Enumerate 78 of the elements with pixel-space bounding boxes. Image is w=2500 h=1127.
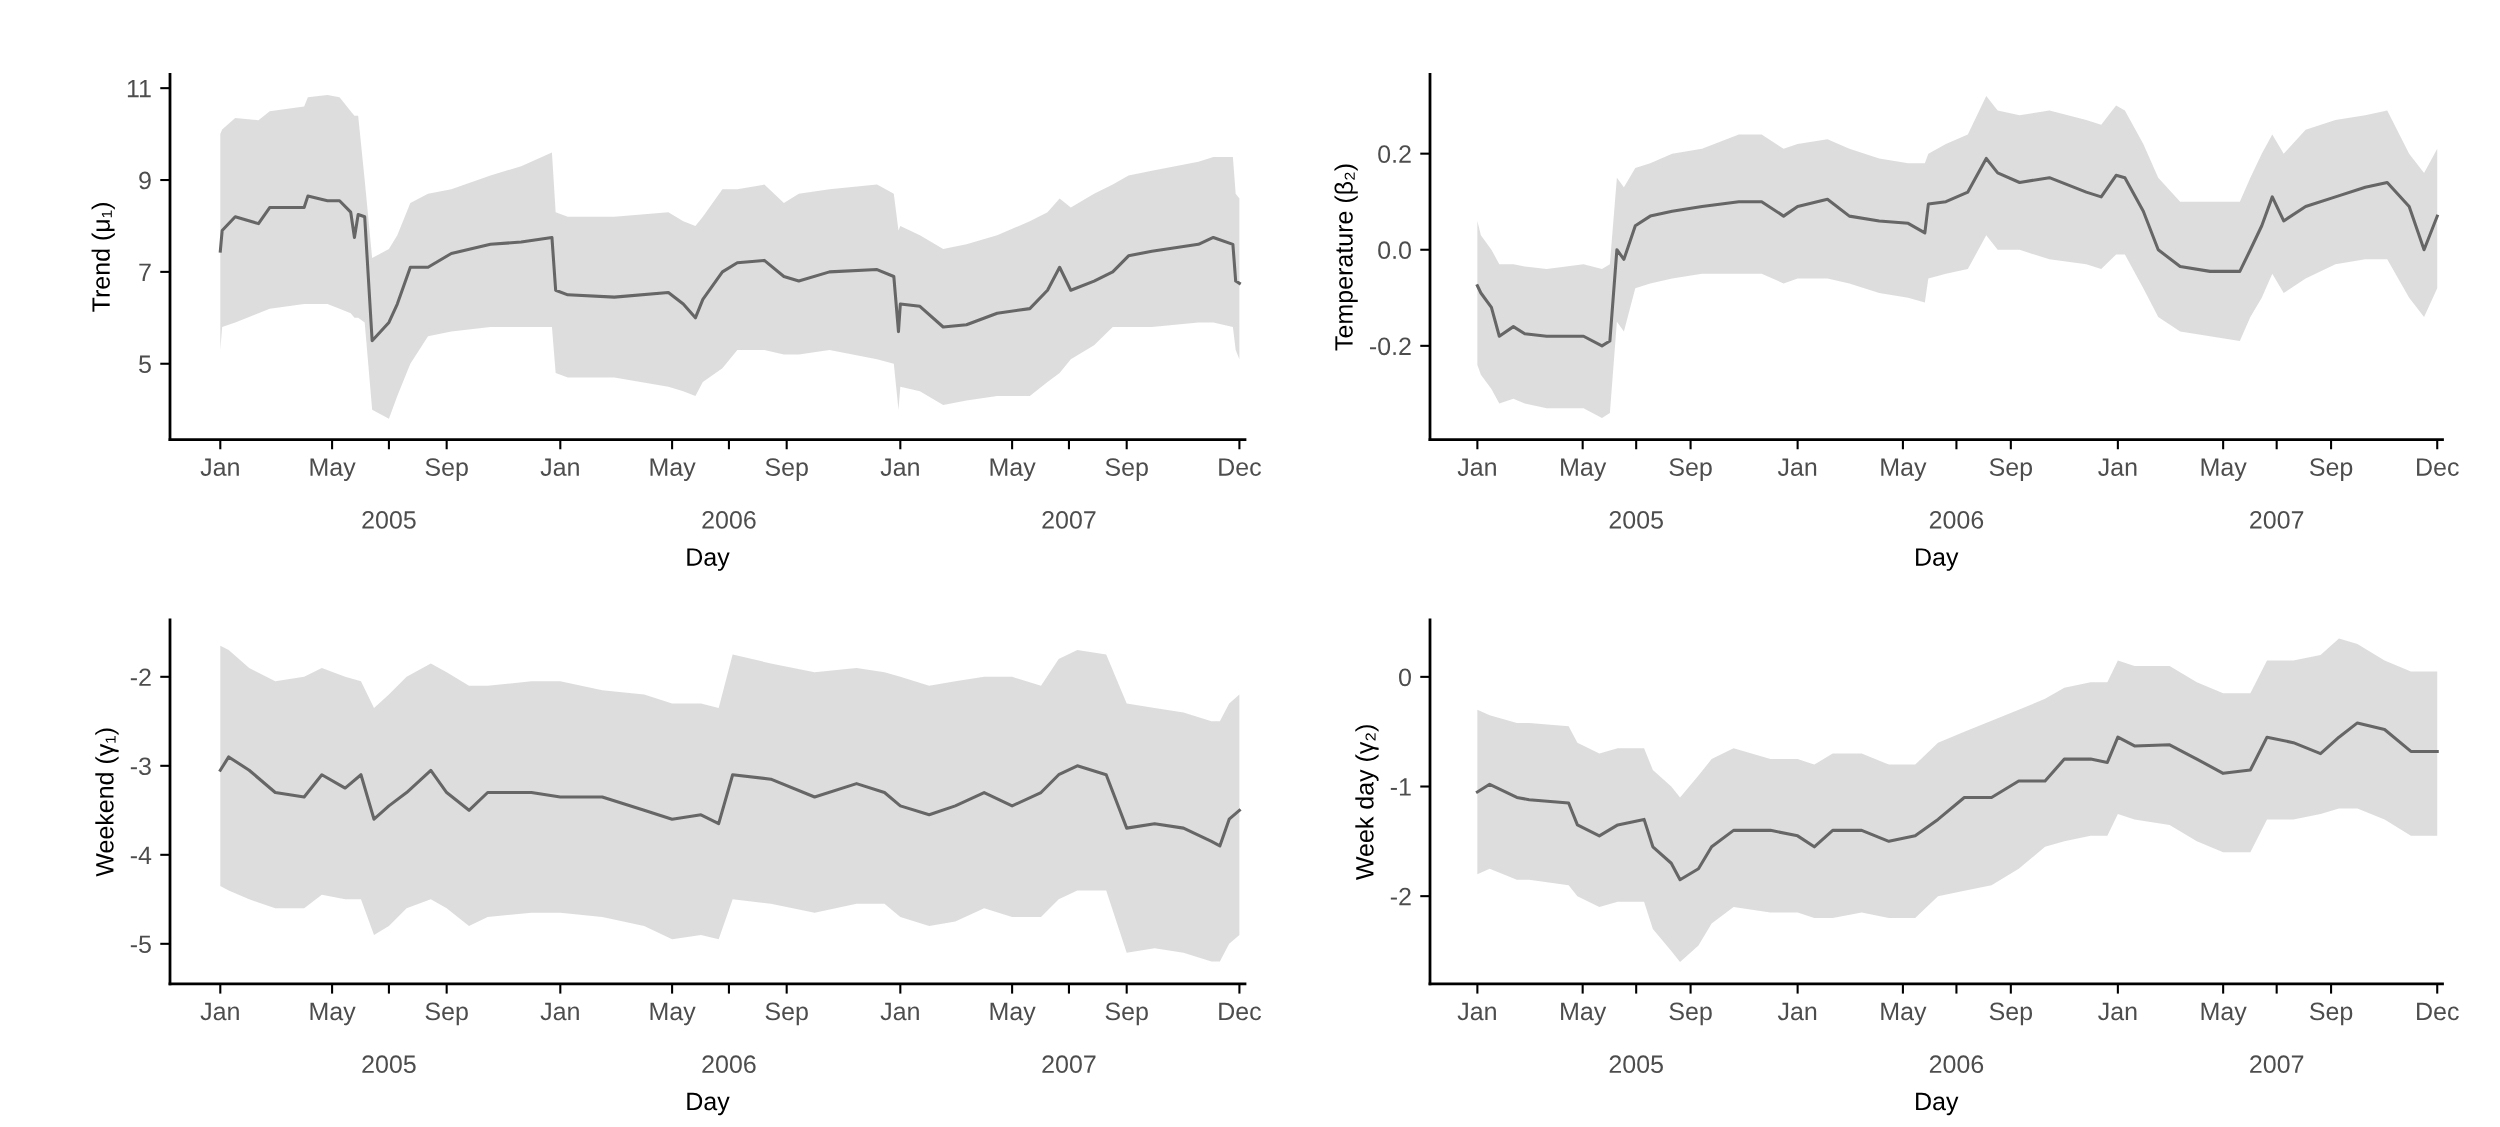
y-tick-label: 0.0 [1378, 241, 1411, 260]
x-tick-label: Sep [425, 1002, 468, 1026]
x-tick-label: May [650, 458, 696, 481]
y-tick-label: -5 [130, 935, 151, 954]
x-tick-label: Jan [1777, 1002, 1817, 1021]
x2-tick-label: 2007 [1042, 1055, 1096, 1074]
x-tick-label: Dec [2417, 458, 2459, 476]
x-tick-label: Sep [1989, 1002, 2033, 1026]
x-tick-label: Jan [1777, 458, 1817, 476]
line-series [1475, 156, 2439, 348]
y-axis-title: Week day (γ₂) [1355, 725, 1379, 881]
x-tick-label: May [1561, 458, 1607, 481]
x2-tick-label: 2006 [1929, 511, 1984, 529]
y-tick-label: -2 [130, 668, 151, 686]
y-tick-label: 7 [139, 263, 151, 281]
x-tick-label: May [2201, 458, 2247, 481]
x-tick-label: Jan [200, 1002, 239, 1021]
y-tick-label: -4 [130, 846, 152, 864]
x-tick-label: Sep [425, 458, 468, 481]
x2-tick-label: 2005 [1609, 511, 1663, 529]
y-tick-label: -3 [130, 757, 151, 776]
x2-tick-label: 2005 [362, 511, 416, 529]
x-tick-label: Sep [1669, 458, 1712, 481]
x-tick-label: Sep [765, 1002, 808, 1026]
x2-tick-label: 2007 [1042, 511, 1096, 529]
x-tick-label: Sep [1105, 1002, 1148, 1026]
x-tick-label: Dec [1219, 458, 1261, 476]
x-tick-label: May [1881, 458, 1927, 481]
y-axis-title: Weekend (γ₁) [95, 728, 119, 877]
x2-tick-label: 2006 [702, 1055, 756, 1074]
x-tick-label: May [990, 458, 1036, 481]
x2-tick-label: 2005 [1609, 1055, 1663, 1074]
y-tick-label: -0.2 [1369, 337, 1411, 356]
x-tick-label: May [1561, 1002, 1607, 1026]
y-axis-title: Temperature (β₂) [1334, 164, 1358, 351]
x-axis-title: Day [1916, 1092, 1959, 1116]
x-tick-label: Jan [540, 1002, 579, 1021]
y-tick-label: -2 [1390, 887, 1411, 906]
x-axis-title: Day [687, 1092, 730, 1116]
x-tick-label: Jan [880, 458, 919, 476]
x-tick-label: May [2201, 1002, 2247, 1026]
line-series [1475, 721, 2439, 882]
y-tick-label: 11 [127, 80, 151, 98]
x-tick-label: Jan [1457, 458, 1496, 476]
y-tick-label: 5 [139, 355, 151, 374]
x-tick-label: Sep [2309, 458, 2353, 481]
x-tick-label: May [650, 1002, 696, 1026]
x-tick-label: May [990, 1002, 1036, 1026]
x2-tick-label: 2005 [362, 1055, 416, 1074]
x-tick-label: Jan [880, 1002, 919, 1021]
x-tick-label: Dec [2417, 1002, 2459, 1021]
y-axis-title: Trend (μ₁) [91, 203, 115, 312]
x2-tick-label: 2006 [1929, 1055, 1984, 1074]
x-axis-title: Day [687, 548, 730, 571]
x-tick-label: May [310, 458, 356, 481]
x-axis-title: Day [1916, 548, 1959, 571]
y-tick-label: 0 [1399, 668, 1411, 687]
x-tick-label: May [1881, 1002, 1927, 1026]
x-tick-label: Jan [540, 458, 579, 476]
x-tick-label: May [310, 1002, 356, 1026]
x2-tick-label: 2006 [702, 511, 756, 529]
x2-tick-label: 2007 [2250, 1055, 2304, 1074]
line-series [218, 194, 1241, 343]
line-series [218, 755, 1241, 848]
x-tick-label: Jan [1457, 1002, 1496, 1021]
x-tick-label: Sep [1669, 1002, 1712, 1026]
x-tick-label: Dec [1219, 1002, 1261, 1021]
x-tick-label: Sep [1105, 458, 1148, 481]
x-tick-label: Jan [2098, 458, 2137, 476]
y-tick-label: 9 [139, 171, 151, 190]
x-tick-label: Jan [200, 458, 239, 476]
x2-tick-label: 2007 [2250, 511, 2304, 529]
y-tick-label: -1 [1390, 778, 1411, 796]
y-tick-label: 0.2 [1378, 145, 1411, 163]
x-tick-label: Jan [2098, 1002, 2137, 1021]
x-tick-label: Sep [1989, 458, 2033, 481]
x-tick-label: Sep [2309, 1002, 2353, 1026]
x-tick-label: Sep [765, 458, 808, 481]
